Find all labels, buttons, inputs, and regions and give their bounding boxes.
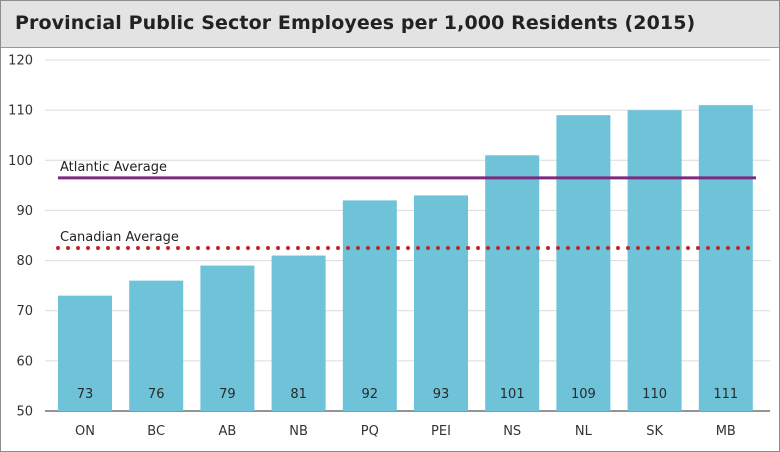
x-tick-label: MB <box>716 424 736 439</box>
bar-value-label: 76 <box>148 387 165 402</box>
y-tick-label: 80 <box>16 254 33 269</box>
y-tick-label: 90 <box>16 204 33 219</box>
bar-value-label: 93 <box>433 387 450 402</box>
x-tick-label: NB <box>289 424 308 439</box>
bar-value-label: 92 <box>362 387 379 402</box>
x-tick-label: PEI <box>431 424 451 439</box>
x-tick-label: NL <box>575 424 593 439</box>
bar-ns <box>485 155 540 411</box>
title-bar: Provincial Public Sector Employees per 1… <box>1 1 779 48</box>
y-tick-label: 110 <box>8 104 33 119</box>
y-tick-label: 70 <box>16 304 33 319</box>
bar-nb <box>271 255 326 411</box>
bar-mb <box>698 105 753 411</box>
bar-bc <box>129 280 184 411</box>
bar-ab <box>200 265 255 411</box>
bar-sk <box>627 110 682 412</box>
bars: 73 76 79 81 92 93 101 109 110 111 <box>58 105 753 412</box>
y-tick-label: 100 <box>8 154 33 169</box>
x-tick-label: BC <box>147 424 165 439</box>
reference-lines: Atlantic Average Canadian Average <box>56 160 758 251</box>
x-tick-label: ON <box>75 424 95 439</box>
bar-value-label: 111 <box>713 387 738 402</box>
bar-value-label: 110 <box>642 387 667 402</box>
y-tick-label: 50 <box>16 405 33 420</box>
bar-pei <box>414 195 468 411</box>
chart-title: Provincial Public Sector Employees per 1… <box>15 12 696 34</box>
bar-value-label: 109 <box>571 387 596 402</box>
bar-pq <box>342 200 397 411</box>
x-tick-label: PQ <box>361 424 379 439</box>
bar-nl <box>556 115 611 412</box>
bar-on <box>58 295 112 411</box>
x-tick-label: AB <box>218 424 236 439</box>
y-tick-label: 120 <box>8 54 33 69</box>
x-tick-label: SK <box>646 424 663 439</box>
canadian-average-label: Canadian Average <box>60 230 179 245</box>
x-tick-label: NS <box>503 424 521 439</box>
atlantic-average-label: Atlantic Average <box>60 160 167 175</box>
bar-value-label: 73 <box>77 387 94 402</box>
y-tick-label: 60 <box>16 354 33 369</box>
bar-value-label: 101 <box>500 387 525 402</box>
bar-value-label: 81 <box>290 387 307 402</box>
bar-value-label: 79 <box>219 387 236 402</box>
x-axis: ON BC AB NB PQ PEI NS NL SK MB <box>75 424 736 439</box>
